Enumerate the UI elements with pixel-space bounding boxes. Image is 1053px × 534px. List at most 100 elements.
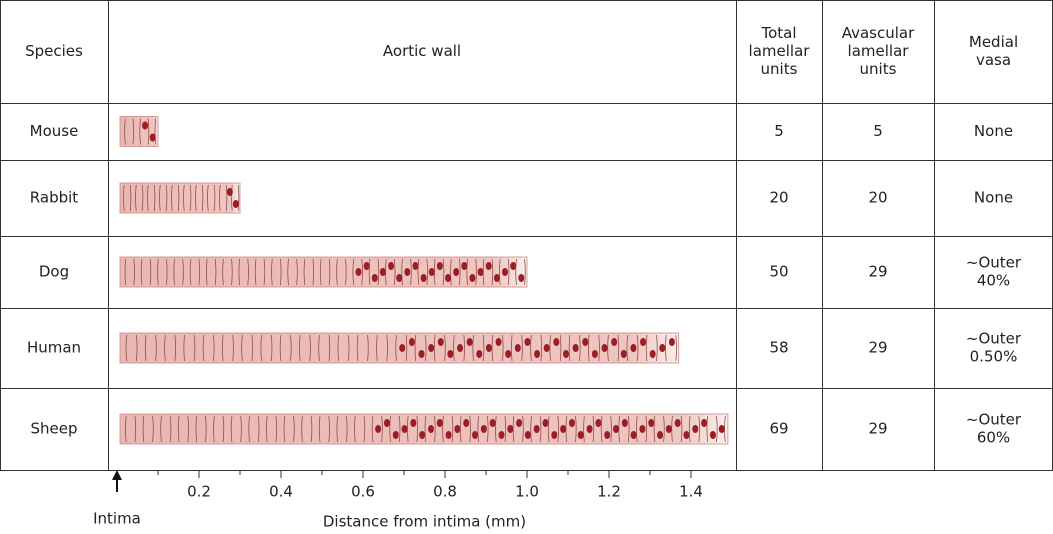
header-cell: Medial — [969, 33, 1018, 51]
vasa-vasorum — [543, 419, 549, 427]
vasa-vasorum — [710, 431, 716, 439]
vasa-vasorum — [569, 419, 575, 427]
vasa-vasorum — [507, 425, 513, 433]
avascular-units: 5 — [873, 122, 883, 140]
total-units: 69 — [769, 420, 788, 438]
vasa-vasorum — [463, 419, 469, 427]
vasa-vasorum — [630, 344, 636, 352]
vasa-vasorum — [602, 344, 608, 352]
vasa-vasorum — [486, 262, 492, 270]
vasa-vasorum — [551, 431, 557, 439]
species: Mouse — [30, 122, 79, 140]
vasa-vasorum — [669, 338, 675, 346]
vasa-vasorum — [498, 431, 504, 439]
vasa-vasorum — [404, 268, 410, 276]
vasa-vasorum — [560, 425, 566, 433]
medial-vasa: ~Outer — [966, 254, 1022, 272]
header-cell: Aortic wall — [383, 42, 461, 60]
vasa-vasorum — [375, 425, 381, 433]
vasa-vasorum — [510, 262, 516, 270]
figure-table: SpeciesAortic wallTotallamellarunitsAvas… — [0, 0, 1053, 534]
header-cell: units — [860, 60, 897, 78]
wall-strip — [120, 117, 158, 147]
axis-label: Distance from intima (mm) — [323, 513, 526, 531]
vasa-vasorum — [429, 268, 435, 276]
vasa-vasorum — [515, 344, 521, 352]
x-tick-label: 0.8 — [433, 483, 457, 501]
vasa-vasorum — [494, 274, 500, 282]
intima-arrowhead — [112, 470, 122, 480]
vasa-vasorum — [453, 268, 459, 276]
x-tick-label: 0.6 — [351, 483, 375, 501]
vasa-vasorum — [563, 350, 569, 358]
vasa-vasorum — [650, 350, 656, 358]
vasa-vasorum — [467, 338, 473, 346]
vasa-vasorum — [631, 431, 637, 439]
vasa-vasorum — [587, 425, 593, 433]
vasa-vasorum — [421, 274, 427, 282]
avascular-units: 29 — [868, 420, 887, 438]
vasa-vasorum — [683, 431, 689, 439]
species: Rabbit — [30, 189, 78, 207]
vasa-vasorum — [402, 425, 408, 433]
vasa-vasorum — [428, 425, 434, 433]
vasa-vasorum — [553, 338, 559, 346]
aortic-wall — [120, 117, 158, 147]
medial-vasa: 60% — [977, 429, 1010, 447]
vasa-vasorum — [388, 262, 394, 270]
vasa-vasorum — [719, 425, 725, 433]
vasa-vasorum — [399, 344, 405, 352]
total-units: 58 — [769, 339, 788, 357]
vasa-vasorum — [419, 431, 425, 439]
vasa-vasorum — [534, 350, 540, 358]
avascular-units: 29 — [868, 339, 887, 357]
vasa-vasorum — [447, 350, 453, 358]
vasa-vasorum — [505, 350, 511, 358]
vasa-vasorum — [639, 425, 645, 433]
medial-vasa: None — [974, 189, 1013, 207]
vasa-vasorum — [592, 350, 598, 358]
header-cell: units — [761, 60, 798, 78]
page: SpeciesAortic wallTotallamellarunitsAvas… — [0, 0, 1053, 534]
vasa-vasorum — [582, 338, 588, 346]
vasa-vasorum — [622, 419, 628, 427]
vasa-vasorum — [524, 338, 530, 346]
vasa-vasorum — [544, 344, 550, 352]
avascular-units: 29 — [868, 263, 887, 281]
vasa-vasorum — [472, 431, 478, 439]
vasa-vasorum — [469, 274, 475, 282]
header-cell: Total — [760, 24, 796, 42]
header-cell: lamellar — [749, 42, 811, 60]
x-tick-label: 0.2 — [187, 483, 211, 501]
vasa-vasorum — [457, 344, 463, 352]
vasa-vasorum — [150, 134, 156, 142]
vasa-vasorum — [410, 419, 416, 427]
vasa-vasorum — [438, 338, 444, 346]
x-tick-label: 1.0 — [515, 483, 539, 501]
avascular-units: 20 — [868, 189, 887, 207]
vasa-vasorum — [437, 262, 443, 270]
vasa-vasorum — [419, 350, 425, 358]
header-cell: Avascular — [842, 24, 915, 42]
species: Sheep — [30, 420, 77, 438]
vasa-vasorum — [657, 431, 663, 439]
vasa-vasorum — [393, 431, 399, 439]
header-cell: Species — [25, 42, 83, 60]
vasa-vasorum — [227, 188, 233, 196]
species: Human — [27, 339, 81, 357]
vasa-vasorum — [380, 268, 386, 276]
vasa-vasorum — [525, 431, 531, 439]
medial-vasa: ~Outer — [966, 411, 1022, 429]
vasa-vasorum — [461, 262, 467, 270]
medial-vasa: 40% — [977, 272, 1010, 290]
vasa-vasorum — [476, 350, 482, 358]
medial-vasa: None — [974, 122, 1013, 140]
vasa-vasorum — [496, 338, 502, 346]
vasa-vasorum — [675, 419, 681, 427]
intima-label: Intima — [93, 510, 141, 528]
vasa-vasorum — [518, 274, 524, 282]
aortic-wall — [120, 257, 527, 287]
vasa-vasorum — [648, 419, 654, 427]
vasa-vasorum — [356, 268, 362, 276]
vasa-vasorum — [502, 268, 508, 276]
